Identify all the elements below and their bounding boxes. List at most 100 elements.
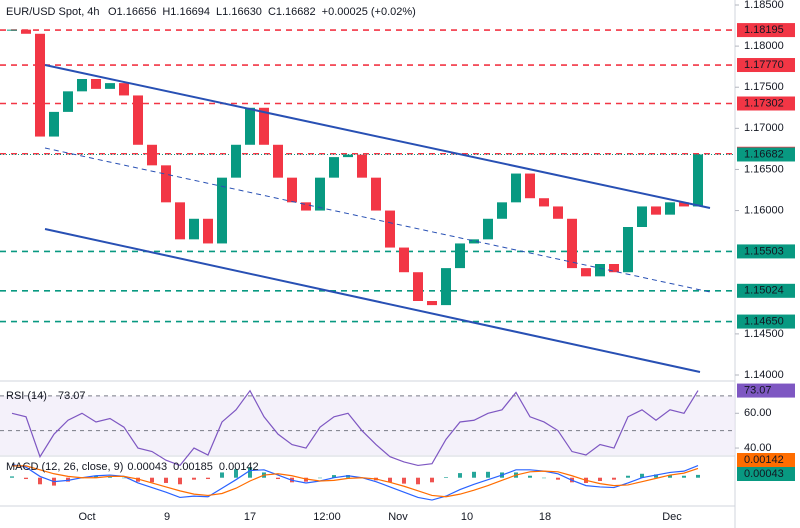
macd-histogram-bar	[318, 477, 322, 479]
x-tick-label: Dec	[662, 511, 682, 523]
x-tick-label: 18	[539, 511, 551, 523]
macd-histogram-bar	[206, 477, 210, 480]
rsi-label: RSI (14)	[6, 390, 47, 402]
x-tick-label: 12:00	[313, 511, 341, 523]
macd-histogram-bar	[598, 477, 602, 481]
channel-lower	[44, 228, 701, 373]
candle	[287, 177, 297, 203]
candle	[483, 218, 493, 240]
x-tick-label: Nov	[388, 511, 408, 523]
candle	[231, 144, 241, 178]
candle	[91, 79, 101, 89]
level-label-box	[737, 283, 795, 298]
candle	[119, 83, 129, 96]
ohlc-value: O1.16656	[108, 6, 156, 18]
candle	[469, 239, 479, 244]
level-label-box	[737, 23, 795, 38]
macd-histogram-bar	[136, 477, 140, 482]
macd-histogram-bar	[122, 477, 126, 479]
candle	[315, 177, 325, 211]
macd-histogram-bar	[682, 475, 686, 478]
labels: O1.16656 H1.16694 L1.16630 C1.16682 +0.00025…	[6, 0, 795, 523]
candle	[567, 218, 577, 269]
channel-upper	[44, 64, 711, 209]
macd-histogram-bar	[304, 477, 308, 482]
level-label-box	[737, 96, 795, 111]
candle	[273, 144, 283, 178]
candle	[623, 227, 633, 273]
macd-histogram-bar	[150, 477, 154, 483]
y-tick-label: 1.16500	[744, 163, 784, 175]
macd-value-box	[737, 467, 795, 481]
macd-histogram-bar	[640, 473, 644, 478]
macd-value-label: 0.00043	[744, 468, 784, 480]
macd-histogram-bar	[24, 477, 28, 480]
chart-title: EUR/USD Spot, 4h	[6, 6, 100, 18]
candle	[497, 202, 507, 219]
candle	[189, 218, 199, 240]
macd-histogram-bar	[486, 471, 490, 478]
macd-histogram-bar	[220, 472, 224, 478]
macd-histogram-bar	[388, 477, 392, 483]
candle	[441, 268, 451, 306]
macd-header-value: 0.00142	[219, 461, 259, 473]
candle	[63, 91, 73, 112]
candle	[217, 177, 227, 244]
candle	[413, 272, 423, 301]
candle	[385, 210, 395, 248]
macd-histogram-bar	[654, 474, 658, 478]
level-label: 1.16682	[744, 148, 784, 160]
channel-mid	[44, 147, 711, 293]
level-label: 1.15024	[744, 285, 784, 297]
x-tick-label: 10	[461, 511, 473, 523]
level-label-box	[737, 244, 795, 259]
macd-histogram-bar	[108, 476, 112, 478]
y-tick-label: 1.17500	[744, 81, 784, 93]
candle	[7, 29, 17, 31]
macd-histogram-bar	[556, 477, 560, 480]
level-label: 1.15503	[744, 245, 784, 257]
x-tick-label: 9	[164, 511, 170, 523]
macd-histogram-bar	[668, 475, 672, 478]
candle	[147, 144, 157, 166]
macd-histogram-bar	[164, 477, 168, 483]
candle	[245, 107, 255, 145]
rsi-tick-label: 40.00	[744, 442, 772, 454]
candle	[581, 268, 591, 277]
macd-histogram-bar	[178, 477, 182, 485]
macd-header-value: 0.00185	[173, 461, 213, 473]
macd-histogram-bar	[332, 475, 336, 478]
macd-histogram-bar	[234, 469, 238, 478]
ohlc-value: H1.16694	[162, 6, 210, 18]
candle	[679, 202, 689, 207]
candle	[399, 247, 409, 273]
candle	[553, 206, 563, 219]
candle	[525, 173, 535, 199]
candle	[105, 83, 115, 89]
macd-histogram-bar	[542, 477, 546, 479]
candle	[511, 173, 521, 203]
macd-histogram-bar	[472, 471, 476, 478]
y-tick-label: 1.14500	[744, 328, 784, 340]
candle	[651, 206, 661, 215]
level-label: 1.17302	[744, 97, 784, 109]
level-label: 1.14650	[744, 315, 784, 327]
ohlc-value: +0.00025 (+0.02%)	[322, 6, 416, 18]
candle	[49, 111, 59, 137]
candle	[329, 157, 339, 178]
macd-macd-line	[11, 463, 699, 501]
macd-histogram-bar	[10, 476, 14, 478]
rsi-value-box	[737, 383, 795, 398]
candle	[637, 206, 647, 227]
candle	[77, 79, 87, 92]
macd-histogram-bar	[430, 477, 434, 483]
rsi-value-label: 73.07	[744, 384, 772, 396]
candle	[133, 95, 143, 145]
candle	[35, 33, 45, 137]
candle	[175, 202, 185, 240]
rsi-tick-label: 60.00	[744, 407, 772, 419]
candle	[371, 177, 381, 211]
macd-value-label: 0.00142	[744, 454, 784, 466]
candle	[427, 301, 437, 306]
y-tick-label: 1.16000	[744, 204, 784, 216]
